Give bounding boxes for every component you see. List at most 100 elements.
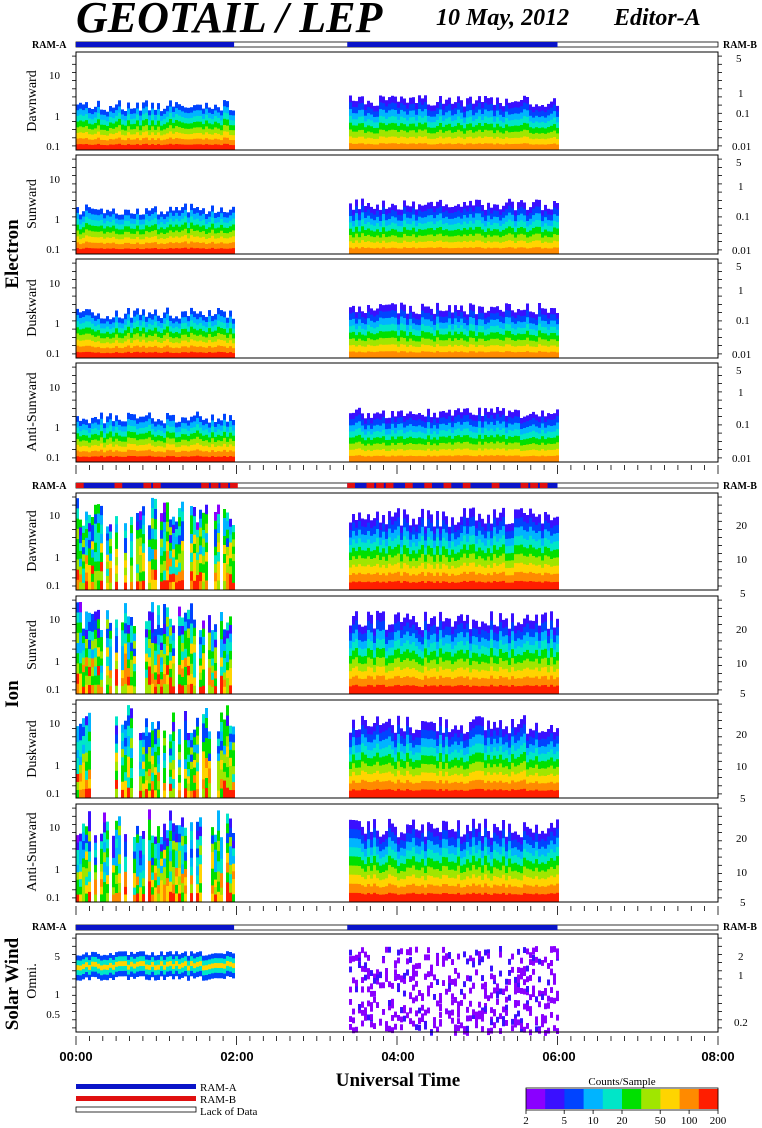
colorbar-title: Counts/Sample — [588, 1076, 655, 1088]
colorbar-tick-2: 10 — [588, 1115, 600, 1127]
ion-sunward-ytick-0: 10 — [49, 614, 61, 626]
ion-duskward-ytick-0: 10 — [49, 718, 61, 730]
figure-title: GEOTAIL / LEP — [76, 0, 384, 42]
solarwind-omni-ytick-0: 5 — [55, 951, 61, 963]
xtick-label-2: 04:00 — [381, 1049, 414, 1064]
electron-sunward-ytick-2: 0.1 — [46, 244, 60, 256]
electron-antisunward-ytick-0: 10 — [49, 382, 61, 394]
colorbar-tick-5: 100 — [681, 1115, 698, 1127]
ion-duskward-spectrogram — [76, 705, 559, 799]
electron-antisunward-rtick-2: 0.1 — [736, 419, 750, 431]
solarwind-ram-left-label: RAM-A — [32, 922, 67, 933]
electron-antisunward-label: Anti-Sunward — [25, 372, 40, 451]
legend-label-ram-a: RAM-A — [200, 1082, 237, 1094]
electron-dawnward-rtick-1: 1 — [738, 88, 744, 100]
xtick-label-1: 02:00 — [220, 1049, 253, 1064]
ion-sunward-label: Sunward — [25, 620, 40, 670]
electron-antisunward-ytick-1: 1 — [55, 422, 61, 434]
ion-sunward-frame — [75, 595, 719, 695]
solarwind-omni-label: Omni. — [25, 963, 40, 998]
ion-antisunward-rtick-0: 20 — [736, 833, 748, 845]
ion-dawnward-ytick-2: 0.1 — [46, 580, 60, 592]
electron-duskward-ytick-1: 1 — [55, 318, 61, 330]
electron-antisunward-spectrogram — [76, 407, 559, 463]
electron-antisunward-ytick-2: 0.1 — [46, 452, 60, 464]
electron-antisunward-rtick-1: 1 — [738, 387, 744, 399]
electron-sunward-ytick-1: 1 — [55, 214, 61, 226]
solarwind-ram-right-label: RAM-B — [723, 922, 757, 933]
electron-duskward-spectrogram — [76, 302, 559, 359]
electron-duskward-label: Duskward — [25, 279, 40, 337]
electron-duskward-ytick-0: 10 — [49, 278, 61, 290]
ion-duskward-rtick-1: 10 — [736, 761, 748, 773]
colorbar-tick-3: 20 — [617, 1115, 629, 1127]
solarwind-omni-frame — [75, 933, 719, 1033]
colorbar-tick-0: 2 — [523, 1115, 529, 1127]
electron-sunward-rtick-0: 5 — [736, 157, 742, 169]
ion-antisunward-ytick-1: 1 — [55, 864, 61, 876]
electron-duskward-frame — [75, 258, 719, 359]
electron-antisunward-frame — [75, 362, 719, 463]
ion-dawnward-label: Dawnward — [25, 510, 40, 571]
electron-sunward-rtick-2: 0.1 — [736, 211, 750, 223]
ion-antisunward-ytick-2: 0.1 — [46, 892, 60, 904]
ion-sunward-ytick-1: 1 — [55, 656, 61, 668]
ion-dawnward-ytick-1: 1 — [55, 552, 61, 564]
legend-swatch-lack-of-data — [75, 1106, 197, 1113]
ion-ram-bar — [75, 482, 719, 489]
electron-dawnward-rtick-3: 0.01 — [732, 141, 751, 153]
electron-dawnward-rtick-0: 5 — [736, 53, 742, 65]
legend-swatch-ram-b — [76, 1096, 196, 1101]
ion-sunward-spectrogram — [76, 602, 559, 695]
electron-duskward-rtick-0: 5 — [736, 261, 742, 273]
figure-date: 10 May, 2012 — [436, 5, 569, 31]
electron-duskward-rtick-3: 0.01 — [732, 349, 751, 361]
xtick-label-3: 06:00 — [542, 1049, 575, 1064]
ion-dawnward-ytick-0: 10 — [49, 510, 61, 522]
ion-duskward-label: Duskward — [25, 720, 40, 778]
group-label-electron: Electron — [2, 219, 23, 289]
electron-duskward-rtick-2: 0.1 — [736, 315, 750, 327]
ion-sunward-rtick-0: 20 — [736, 624, 748, 636]
colorbar — [525, 1087, 719, 1111]
xtick-label-0: 00:00 — [59, 1049, 92, 1064]
ion-dawnward-rtick-0: 20 — [736, 520, 748, 532]
ion-antisunward-rtick-1: 10 — [736, 867, 748, 879]
electron-antisunward-rtick-3: 0.01 — [732, 453, 751, 465]
legend-label-lack-of-data: Lack of Data — [200, 1106, 258, 1118]
solarwind-omni-ytick-2: 0.5 — [46, 1009, 60, 1021]
electron-ram-right-label: RAM-B — [723, 40, 757, 51]
electron-dawnward-spectrogram — [76, 95, 559, 151]
electron-sunward-frame — [75, 154, 719, 255]
solarwind-ram-bar — [75, 924, 719, 931]
electron-sunward-label: Sunward — [25, 179, 40, 229]
electron-ram-left-label: RAM-A — [32, 40, 67, 51]
solarwind-omni-rtick-0: 2 — [738, 951, 744, 963]
ion-dawnward-frame — [75, 492, 719, 591]
solarwind-omni-ytick-1: 1 — [55, 989, 61, 1001]
ion-ram-left-label: RAM-A — [32, 481, 67, 492]
ion-duskward-rtick-2: 5 — [740, 793, 746, 805]
electron-dawnward-ytick-2: 0.1 — [46, 141, 60, 153]
electron-sunward-rtick-3: 0.01 — [732, 245, 751, 257]
electron-dawnward-ytick-0: 10 — [49, 70, 61, 82]
ion-dawnward-rtick-1: 10 — [736, 554, 748, 566]
ion-antisunward-ytick-0: 10 — [49, 822, 61, 834]
electron-sunward-ytick-0: 10 — [49, 174, 61, 186]
ion-antisunward-spectrogram — [76, 809, 559, 903]
ion-duskward-ytick-2: 0.1 — [46, 788, 60, 800]
ion-duskward-ytick-1: 1 — [55, 760, 61, 772]
ion-sunward-ytick-2: 0.1 — [46, 684, 60, 696]
ion-antisunward-rtick-2: 5 — [740, 897, 746, 909]
ion-ram-right-label: RAM-B — [723, 481, 757, 492]
electron-dawnward-rtick-2: 0.1 — [736, 108, 750, 120]
colorbar-tick-1: 5 — [561, 1115, 567, 1127]
legend-label-ram-b: RAM-B — [200, 1094, 236, 1106]
group-label-ion: Ion — [2, 680, 23, 708]
electron-antisunward-rtick-0: 5 — [736, 365, 742, 377]
ion-antisunward-frame — [75, 803, 719, 903]
ion-dawnward-spectrogram — [76, 497, 559, 591]
electron-ram-bar — [75, 41, 719, 48]
legend-swatch-ram-a — [76, 1084, 196, 1089]
